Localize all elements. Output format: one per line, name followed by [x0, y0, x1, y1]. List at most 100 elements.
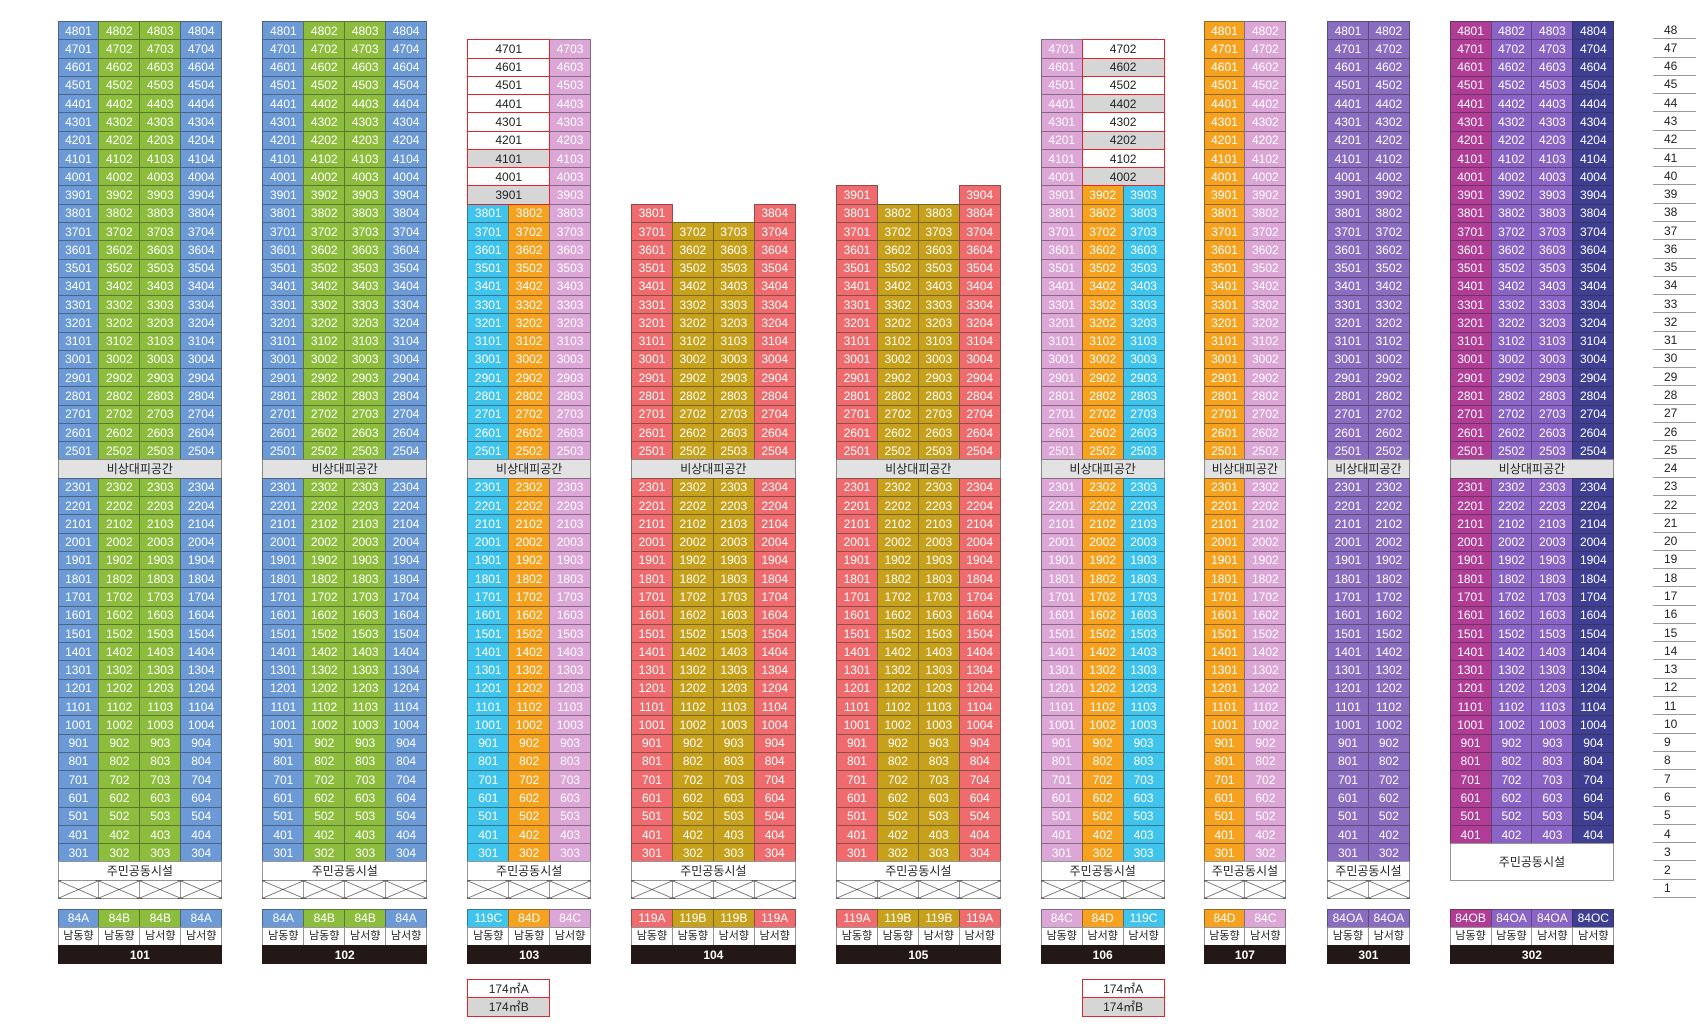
unit-cell: 2502	[1367, 441, 1410, 461]
unit-cell: 2503	[139, 441, 182, 461]
unit-cell: 1903	[344, 550, 387, 571]
unit-cell: 1301	[1203, 660, 1246, 680]
unit-cell: 3101	[836, 331, 878, 351]
unit-cell: 1503	[712, 623, 755, 644]
unit-cell: 1001	[1327, 715, 1369, 735]
unit-cell: 2501	[57, 441, 100, 461]
unit-cell: 3003	[712, 349, 755, 370]
unit-cell: 3802	[1081, 203, 1124, 223]
unit-cell: 4001	[1040, 167, 1083, 187]
unit-cell: 3102	[1490, 331, 1533, 351]
direction-cell: 남동향	[631, 926, 673, 947]
unit-cell: 2302	[876, 477, 919, 498]
unit-cell: 3003	[344, 349, 387, 370]
unit-cell: 902	[1081, 733, 1124, 753]
unit-cell: 1701	[631, 587, 673, 607]
unit-cell: 504	[958, 806, 1001, 826]
unit-cell: 1603	[549, 605, 592, 625]
unit-cell: 1603	[1531, 605, 1574, 625]
unit-cell: 4703	[1531, 39, 1574, 59]
unit-cell: 3702	[1490, 221, 1533, 242]
unit-cell: 3201	[1449, 313, 1492, 333]
unit-cell: 3104	[753, 331, 796, 351]
unit-cell: 2301	[1040, 477, 1083, 498]
unit-cell: 1501	[1040, 623, 1083, 644]
unit-cell: 2003	[549, 532, 592, 552]
unit-cell: 3402	[1490, 276, 1533, 297]
unit-cell: 2801	[57, 386, 100, 406]
unit-cell: 801	[467, 751, 510, 772]
unit-cell: 2801	[262, 386, 305, 406]
unit-cell: 3004	[180, 349, 223, 370]
unit-cell: 3102	[303, 331, 346, 351]
unit-cell: 1503	[1531, 623, 1574, 644]
unit-cell: 2004	[753, 532, 796, 552]
unit-cell: 3003	[549, 349, 592, 370]
unit-cell: 3303	[1122, 295, 1165, 315]
floor-number: 15	[1653, 624, 1696, 643]
unit-cell: 3902	[1490, 185, 1533, 205]
unit-cell: 4102	[303, 148, 346, 169]
unit-cell: 1203	[1122, 678, 1165, 698]
unit-cell: 1902	[1367, 550, 1410, 571]
unit-cell: 1103	[139, 696, 182, 717]
unit-cell: 4204	[385, 130, 428, 150]
unit-cell: 1904	[180, 550, 223, 571]
unit-cell: 1501	[1327, 623, 1369, 644]
unit-cell: 3703	[712, 221, 755, 242]
community-facility: 주민공동시설	[57, 861, 223, 881]
unit-cell: 2501	[1203, 441, 1246, 461]
unit-cell: 2304	[1572, 477, 1615, 498]
direction-cell: 남동향	[467, 926, 510, 947]
direction-cell: 남서향	[1244, 926, 1287, 947]
unit-cell: 901	[1040, 733, 1083, 753]
unit-cell: 1201	[1327, 678, 1369, 698]
unit-cell: 3301	[262, 295, 305, 315]
unit-cell: 1302	[1367, 660, 1410, 680]
unit-cell: 901	[836, 733, 878, 753]
unit-cell: 3601	[57, 240, 100, 260]
unit-cell: 1101	[1040, 696, 1083, 717]
unit-cell: 1501	[631, 623, 673, 644]
unit-cell: 2802	[1367, 386, 1410, 406]
unit-cell: 401	[57, 824, 100, 845]
unit-cell: 4003	[139, 167, 182, 187]
building-label: 301	[1327, 945, 1410, 965]
unit-cell: 1703	[712, 587, 755, 607]
unit-cell: 804	[1572, 751, 1615, 772]
unit-type-cell: 119A	[836, 908, 878, 928]
unit-cell: 2503	[344, 441, 387, 461]
unit-cell: 2601	[631, 422, 673, 443]
unit-cell: 1203	[549, 678, 592, 698]
unit-cell: 904	[385, 733, 428, 753]
unit-type-cell: 119B	[876, 908, 919, 928]
unit-cell: 4002	[98, 167, 141, 187]
unit-cell: 4501	[1327, 75, 1369, 96]
unit-cell: 1102	[1490, 696, 1533, 717]
unit-cell: 501	[836, 806, 878, 826]
unit-cell: 501	[262, 806, 305, 826]
building-104: 3801 3804 3701 3702 3703 3704 3601 3602 3603 3604…	[631, 0, 796, 1027]
unit-cell: 1001	[262, 715, 305, 735]
unit-cell: 3503	[1122, 258, 1165, 278]
unit-cell: 403	[712, 824, 755, 845]
unit-cell: 1902	[508, 550, 551, 571]
floor-number: 4	[1653, 825, 1696, 844]
unit-cell: 3701	[262, 221, 305, 242]
duplex-unit-cell: 4302	[1081, 112, 1165, 132]
unit-cell: 4302	[303, 112, 346, 132]
unit-cell: 1404	[958, 642, 1001, 662]
unit-cell: 702	[671, 770, 714, 790]
unit-cell: 4403	[344, 94, 387, 114]
unit-cell: 3001	[631, 349, 673, 370]
unit-cell: 603	[917, 788, 960, 808]
unit-cell: 2801	[467, 386, 510, 406]
unit-cell: 3004	[1572, 349, 1615, 370]
unit-cell: 503	[712, 806, 755, 826]
crossed-cell	[876, 879, 919, 899]
unit-cell: 2501	[1327, 441, 1369, 461]
unit-cell: 4202	[1244, 130, 1287, 150]
unit-cell: 601	[1040, 788, 1083, 808]
unit-cell: 803	[1531, 751, 1574, 772]
unit-cell: 2103	[139, 514, 182, 534]
